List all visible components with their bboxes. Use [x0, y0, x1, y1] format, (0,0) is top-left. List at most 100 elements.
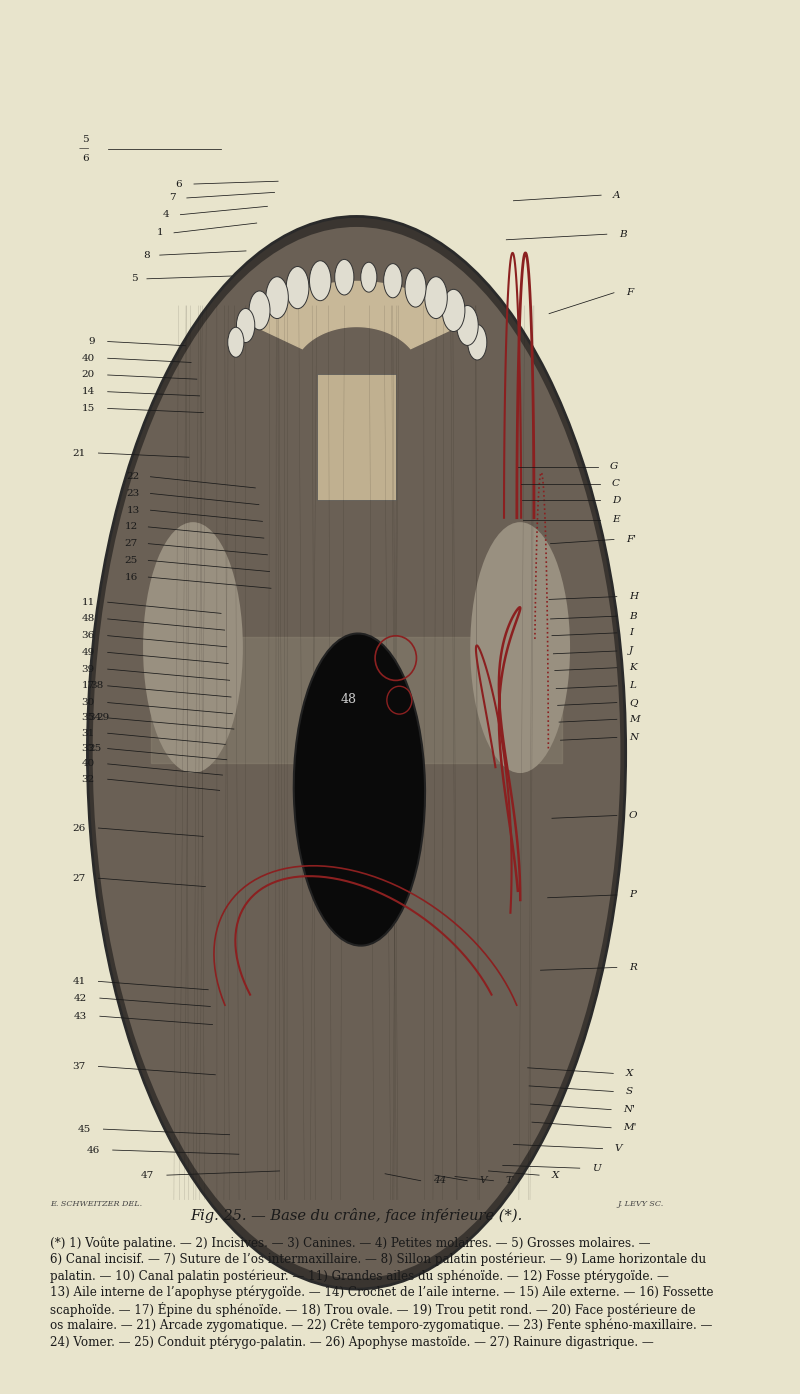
Text: 37: 37: [72, 1062, 86, 1071]
Text: os malaire. — 21) Arcade zygomatique. — 22) Crête temporo-zygomatique. — 23) Fen: os malaire. — 21) Arcade zygomatique. — …: [50, 1319, 712, 1333]
Text: 25: 25: [89, 744, 102, 753]
Ellipse shape: [384, 263, 402, 298]
Ellipse shape: [228, 328, 244, 357]
Text: 35: 35: [82, 714, 95, 722]
Text: 41: 41: [72, 977, 86, 986]
Text: R: R: [629, 963, 637, 972]
Text: C: C: [612, 480, 620, 488]
Text: D: D: [612, 496, 620, 505]
Text: 20: 20: [82, 371, 95, 379]
Text: V: V: [479, 1177, 486, 1185]
Text: 16: 16: [124, 573, 138, 581]
Ellipse shape: [457, 305, 478, 346]
Text: 27: 27: [124, 539, 138, 548]
Text: 33: 33: [82, 744, 95, 753]
Text: 17: 17: [82, 682, 95, 690]
Ellipse shape: [310, 261, 331, 301]
Text: 6: 6: [175, 180, 182, 188]
Text: 31: 31: [82, 729, 95, 737]
Text: Q: Q: [629, 698, 638, 707]
Text: 21: 21: [72, 449, 86, 457]
Text: M': M': [623, 1124, 637, 1132]
Text: O: O: [629, 811, 638, 820]
Text: 40: 40: [82, 354, 95, 362]
Text: 8: 8: [143, 251, 150, 259]
Text: 45: 45: [78, 1125, 90, 1133]
Text: 25: 25: [124, 556, 138, 565]
Text: 40: 40: [82, 760, 95, 768]
Text: 24) Vomer. — 25) Conduit ptérygo-palatin. — 26) Apophyse mastoïde. — 27) Rainure: 24) Vomer. — 25) Conduit ptérygo-palatin…: [50, 1335, 654, 1348]
Ellipse shape: [87, 216, 626, 1289]
Text: 42: 42: [74, 994, 87, 1002]
Text: 1: 1: [157, 229, 163, 237]
Text: J: J: [629, 647, 633, 655]
Text: 48: 48: [341, 693, 357, 707]
Ellipse shape: [286, 266, 309, 308]
Text: M: M: [629, 715, 639, 723]
Text: A: A: [614, 191, 621, 199]
Text: 6: 6: [82, 155, 89, 163]
Text: 4: 4: [163, 210, 170, 219]
Polygon shape: [318, 374, 396, 500]
Text: 13) Aile interne de l’apophyse ptérygoïde. — 14) Crochet de l’aile interne. — 15: 13) Aile interne de l’apophyse ptérygoïd…: [50, 1285, 714, 1299]
Text: 12: 12: [124, 523, 138, 531]
Text: 49: 49: [82, 648, 95, 657]
Text: palatin. — 10) Canal palatin postérieur. — 11) Grandes ailes du sphénoïde. — 12): palatin. — 10) Canal palatin postérieur.…: [50, 1270, 669, 1282]
Text: 26: 26: [72, 824, 86, 832]
Text: F: F: [626, 289, 634, 297]
Text: 46: 46: [86, 1146, 100, 1154]
Text: 30: 30: [82, 698, 95, 707]
Text: E: E: [612, 516, 619, 524]
Text: G: G: [610, 463, 618, 471]
Ellipse shape: [361, 262, 377, 293]
Text: 7: 7: [169, 194, 175, 202]
Text: Fig. 25. — Base du crâne, face inférieure (*).: Fig. 25. — Base du crâne, face inférieur…: [190, 1209, 522, 1223]
Ellipse shape: [266, 277, 288, 319]
Polygon shape: [251, 282, 462, 348]
Ellipse shape: [470, 523, 570, 774]
Ellipse shape: [93, 227, 620, 1278]
Text: S: S: [626, 1087, 633, 1096]
Text: X: X: [551, 1171, 558, 1179]
Ellipse shape: [468, 325, 487, 360]
Ellipse shape: [237, 308, 254, 343]
Text: 22: 22: [126, 473, 140, 481]
Text: 34: 34: [89, 714, 102, 722]
Text: scaphoïde. — 17) Épine du sphénoïde. — 18) Trou ovale. — 19) Trou petit rond. — : scaphoïde. — 17) Épine du sphénoïde. — 1…: [50, 1302, 695, 1317]
Ellipse shape: [405, 268, 426, 307]
Text: V: V: [614, 1144, 622, 1153]
Text: (*) 1) Voûte palatine. — 2) Incisives. — 3) Canines. — 4) Petites molaires. — 5): (*) 1) Voûte palatine. — 2) Incisives. —…: [50, 1236, 650, 1250]
Text: 9: 9: [88, 337, 95, 346]
Text: P: P: [629, 891, 636, 899]
Text: 11: 11: [82, 598, 95, 606]
Text: B: B: [629, 612, 637, 620]
Text: 15: 15: [82, 404, 95, 413]
Text: 44: 44: [433, 1177, 446, 1185]
Text: J. LEVY SC.: J. LEVY SC.: [617, 1200, 663, 1209]
Text: X: X: [626, 1069, 633, 1078]
Text: 39: 39: [82, 665, 95, 673]
Text: 14: 14: [82, 388, 95, 396]
Text: 23: 23: [126, 489, 140, 498]
Ellipse shape: [143, 523, 243, 774]
Text: 48: 48: [82, 615, 95, 623]
Text: 6) Canal incisif. — 7) Suture de l’os intermaxillaire. — 8) Sillon palatin posté: 6) Canal incisif. — 7) Suture de l’os in…: [50, 1253, 706, 1266]
Text: H: H: [629, 592, 638, 601]
Text: E. SCHWEITZER DEL.: E. SCHWEITZER DEL.: [50, 1200, 142, 1209]
Text: 5: 5: [82, 135, 89, 144]
Ellipse shape: [249, 291, 270, 330]
Text: 43: 43: [74, 1012, 87, 1020]
Text: L: L: [629, 682, 636, 690]
Ellipse shape: [425, 276, 447, 319]
Text: 47: 47: [141, 1171, 154, 1179]
Text: T: T: [506, 1177, 513, 1185]
Text: N': N': [623, 1105, 635, 1114]
Text: K: K: [629, 664, 637, 672]
Text: B: B: [619, 230, 626, 238]
Text: 29: 29: [96, 714, 109, 722]
Ellipse shape: [442, 290, 465, 332]
Text: F': F': [626, 535, 636, 544]
Text: I: I: [629, 629, 633, 637]
Text: 5: 5: [131, 275, 138, 283]
Text: 36: 36: [82, 631, 95, 640]
